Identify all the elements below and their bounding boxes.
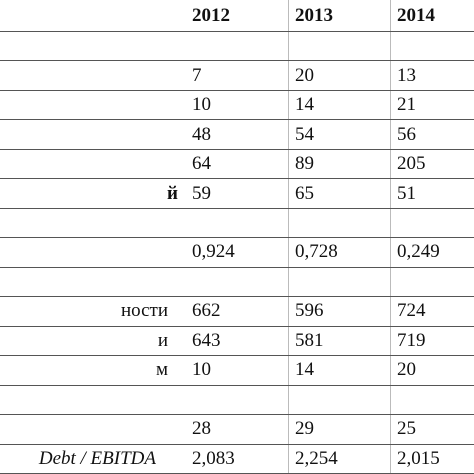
cell: и [157,329,168,351]
table-row: Debt / EBITDA 2,083 2,254 2,015 [0,444,474,474]
cell: м [155,359,168,381]
cell: 51 [390,179,474,208]
cell: 2014 [390,0,474,31]
table-row: 28 29 25 [0,415,474,445]
cell: 0,728 [288,238,390,267]
table-row [0,32,474,62]
cell: 719 [390,326,474,356]
cell: 48 [192,123,211,145]
table-row [0,267,474,298]
cell: й [167,182,178,204]
empty-cell [288,208,390,238]
cell: 205 [390,149,474,179]
cell: 65 [288,179,390,208]
table-row: ности 662 596 724 [0,297,474,327]
cell: 10 [192,94,211,116]
header-row: 2012 2013 2014 [0,0,474,32]
cell: 643 [192,329,221,351]
cell: 20 [390,356,474,385]
table-row: 48 54 56 [0,120,474,150]
table-row: 10 14 21 [0,90,474,121]
cell: 14 [288,356,390,385]
cell: 21 [390,90,474,120]
cell: 0,249 [390,238,474,267]
empty-cell [288,267,390,297]
cell: 25 [390,415,474,444]
cell: 10 [192,359,211,381]
cell: 2,083 [192,447,235,469]
cell: Debt / EBITDA [38,447,156,469]
table-row: и 643 581 719 [0,326,474,357]
table-row: 64 89 205 [0,149,474,180]
table-row: й 59 65 51 [0,179,474,209]
cell: 89 [288,149,390,179]
cell: 581 [288,326,390,356]
table-row [0,208,474,239]
cell: 724 [390,297,474,326]
cell: 14 [288,90,390,120]
cell: 7 [192,64,202,86]
table-row: м 10 14 20 [0,356,474,386]
cell: 20 [288,61,390,90]
empty-cell [288,32,390,61]
cell: 2013 [288,0,390,31]
cell: 64 [192,153,211,175]
empty-cell [390,267,474,297]
cell: 28 [192,418,211,440]
cell: 2,254 [288,444,390,473]
empty-cell [288,385,390,415]
cell: 2,015 [390,444,474,473]
cell: 596 [288,297,390,326]
cell: 29 [288,415,390,444]
table-row: 7 20 13 [0,61,474,91]
table-row: 0,924 0,728 0,249 [0,238,474,268]
cell: 662 [192,300,221,322]
cell: 2012 [192,4,230,26]
empty-cell [390,385,474,415]
cell: 54 [288,120,390,149]
cell: 59 [192,182,211,204]
cell: 0,924 [192,241,235,263]
cell: ности [120,300,168,322]
cell: 56 [390,120,474,149]
table-row [0,385,474,416]
empty-cell [390,32,474,61]
cell: 13 [390,61,474,90]
empty-cell [390,208,474,238]
